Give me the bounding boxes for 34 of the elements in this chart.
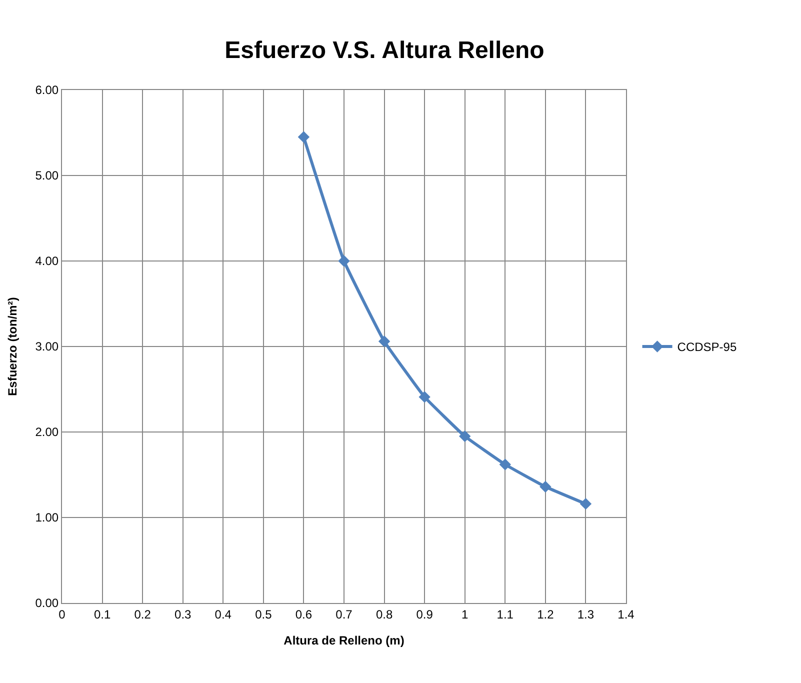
x-tick-label: 0.6 — [295, 607, 312, 622]
x-tick-label: 0 — [58, 607, 66, 622]
point — [338, 255, 350, 267]
point — [499, 458, 511, 470]
point — [580, 498, 592, 510]
y-tick-label: 5.00 — [35, 168, 59, 183]
point — [540, 480, 552, 493]
y-tick-label: 4.00 — [35, 254, 59, 268]
x-tick-label: 1.2 — [537, 607, 554, 622]
y-tick-label: 6.00 — [35, 83, 59, 98]
point — [418, 391, 430, 403]
x-tick-label: 0.8 — [376, 607, 393, 622]
x-tick-label: 0.3 — [174, 607, 192, 622]
x-tick-label: 0.9 — [416, 607, 434, 622]
x-tick-label: 0.7 — [336, 607, 353, 622]
x-axis-title: Altura de Relleno (m) — [284, 633, 404, 648]
x-tick-label: 1 — [462, 607, 469, 622]
x-tick-label: 0.5 — [255, 607, 272, 622]
legend-label: CCDSP-95 — [677, 340, 737, 354]
y-tick-label: 0.00 — [35, 596, 59, 610]
point — [298, 131, 310, 143]
point — [459, 430, 471, 442]
x-tick-label: 1.4 — [618, 607, 635, 622]
y-tick-label: 3.00 — [35, 340, 59, 354]
chart-title: Esfuerzo V.S. Altura Relleno — [224, 36, 544, 64]
x-tick-label: 0.2 — [134, 607, 152, 622]
x-tick-label: 0.4 — [214, 607, 232, 622]
y-axis-title: Esfuerzo (ton/m²) — [6, 297, 20, 396]
x-tick-label: 1.1 — [496, 607, 514, 622]
x-tick-label: 1.3 — [577, 607, 594, 622]
y-tick-label: 2.00 — [35, 425, 59, 440]
x-tick-label: 0.1 — [94, 607, 111, 622]
point — [378, 336, 390, 348]
y-tick-label: 1.00 — [35, 510, 59, 525]
